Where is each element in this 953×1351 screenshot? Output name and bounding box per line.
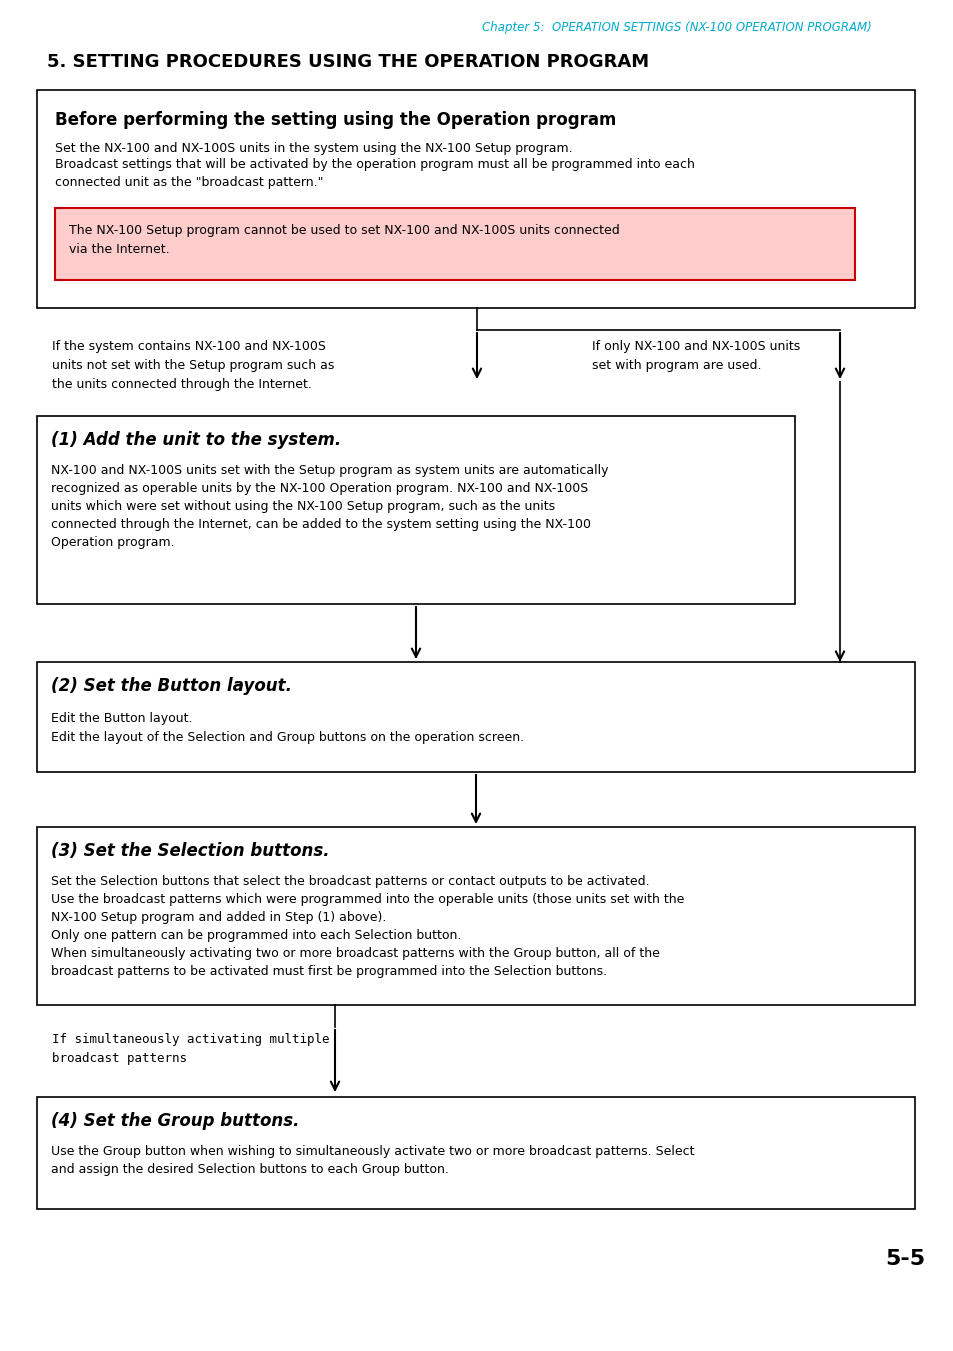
Text: Broadcast settings that will be activated by the operation program must all be p: Broadcast settings that will be activate…	[55, 158, 694, 189]
Text: Edit the Button layout.
Edit the layout of the Selection and Group buttons on th: Edit the Button layout. Edit the layout …	[51, 712, 523, 744]
Text: (2) Set the Button layout.: (2) Set the Button layout.	[51, 677, 292, 694]
Text: (4) Set the Group buttons.: (4) Set the Group buttons.	[51, 1112, 299, 1129]
Text: Set the NX-100 and NX-100S units in the system using the NX-100 Setup program.: Set the NX-100 and NX-100S units in the …	[55, 142, 572, 155]
Text: 5. SETTING PROCEDURES USING THE OPERATION PROGRAM: 5. SETTING PROCEDURES USING THE OPERATIO…	[47, 53, 648, 72]
Bar	[37, 662, 914, 771]
Bar	[37, 1097, 914, 1209]
Text: Before performing the setting using the Operation program: Before performing the setting using the …	[55, 111, 616, 128]
Text: Chapter 5:  OPERATION SETTINGS (NX-100 OPERATION PROGRAM): Chapter 5: OPERATION SETTINGS (NX-100 OP…	[481, 22, 871, 35]
Text: (3) Set the Selection buttons.: (3) Set the Selection buttons.	[51, 842, 330, 861]
Bar	[37, 91, 914, 308]
Bar	[55, 208, 854, 280]
Text: If simultaneously activating multiple
broadcast patterns: If simultaneously activating multiple br…	[52, 1034, 329, 1065]
Text: If only NX-100 and NX-100S units
set with program are used.: If only NX-100 and NX-100S units set wit…	[592, 340, 800, 372]
Text: 5-5: 5-5	[884, 1250, 924, 1269]
Text: If the system contains NX-100 and NX-100S
units not set with the Setup program s: If the system contains NX-100 and NX-100…	[52, 340, 334, 390]
Bar	[37, 827, 914, 1005]
Text: The NX-100 Setup program cannot be used to set NX-100 and NX-100S units connecte: The NX-100 Setup program cannot be used …	[69, 224, 619, 255]
Text: Set the Selection buttons that select the broadcast patterns or contact outputs : Set the Selection buttons that select th…	[51, 875, 683, 978]
Text: (1) Add the unit to the system.: (1) Add the unit to the system.	[51, 431, 341, 449]
Text: NX-100 and NX-100S units set with the Setup program as system units are automati: NX-100 and NX-100S units set with the Se…	[51, 463, 608, 549]
Bar	[37, 416, 794, 604]
Text: Use the Group button when wishing to simultaneously activate two or more broadca: Use the Group button when wishing to sim…	[51, 1146, 694, 1175]
